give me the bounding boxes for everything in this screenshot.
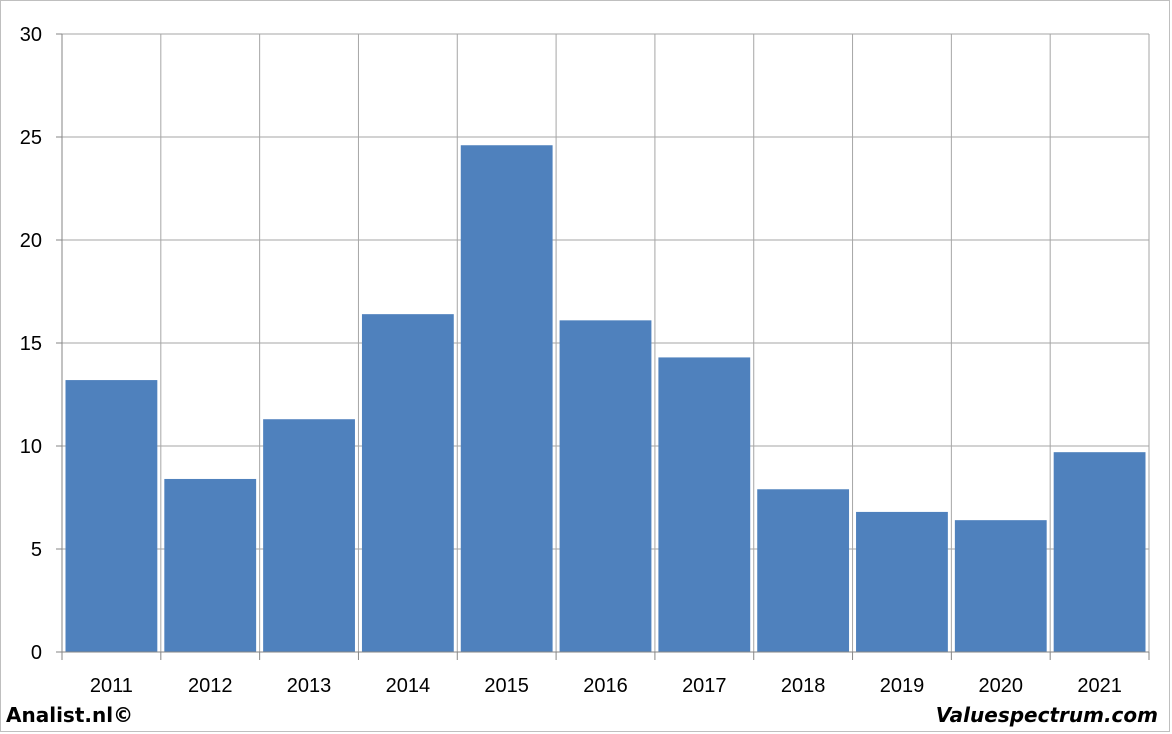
y-tick-label: 25 [20,127,42,149]
x-tick-label: 2016 [583,675,628,697]
bar-2018 [757,489,850,652]
x-tick-label: 2018 [781,675,826,697]
y-tick-label: 15 [20,333,42,355]
x-tick-label: 2013 [287,675,332,697]
x-tick-label: 2017 [682,675,727,697]
y-tick-label: 0 [31,642,42,664]
x-tick-label: 2012 [188,675,233,697]
bar-2013 [263,419,355,652]
x-axis-ticks: 2011 2012 2013 2014 2015 2016 2017 2018 2019 2020… [90,675,1122,697]
y-tick-label: 20 [20,230,42,252]
footer: Analist.nl© Valuespectrum.com [0,703,1170,732]
bar-2015 [460,145,553,653]
x-tick-label: 2021 [1077,675,1122,697]
y-tick-label: 30 [20,24,42,46]
bar-2020 [954,520,1047,652]
x-tick-label: 2014 [386,675,431,697]
y-tick-label: 10 [20,436,42,458]
bar-2012 [164,478,257,652]
site-label: Valuespectrum.com [935,703,1158,727]
bar-2017 [658,357,751,652]
x-tick-label: 2019 [880,675,925,697]
bar-2014 [361,314,454,652]
x-tick-label: 2011 [90,675,133,697]
y-tick-label: 5 [31,539,42,561]
bars [65,145,1146,653]
y-axis-ticks: 0 5 10 15 20 25 30 [20,24,42,664]
x-tick-label: 2015 [484,675,529,697]
axes [56,33,1150,660]
source-label: Analist.nl© [6,703,134,727]
bar-2019 [856,511,948,652]
bar-2016 [559,320,652,652]
x-tick-label: 2020 [979,675,1024,697]
bar-2011 [65,380,158,652]
bar-2021 [1053,452,1146,652]
